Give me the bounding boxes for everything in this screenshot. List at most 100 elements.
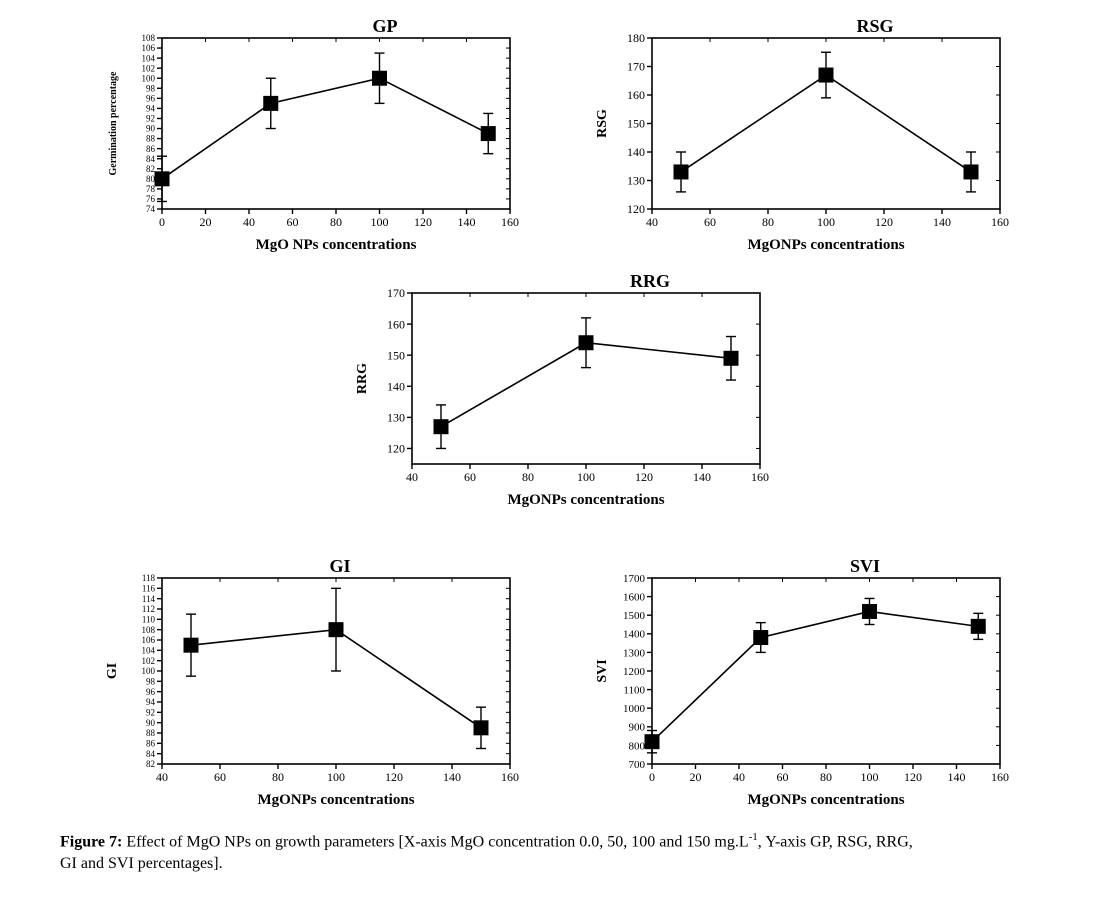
svg-text:20: 20: [690, 770, 702, 784]
svg-text:140: 140: [458, 215, 476, 229]
chart-rrg: 406080100120140160120130140150160170MgON…: [350, 265, 770, 510]
svg-text:40: 40: [156, 770, 168, 784]
svg-text:140: 140: [933, 215, 951, 229]
svg-text:80: 80: [146, 174, 156, 184]
svg-text:140: 140: [948, 770, 966, 784]
svg-text:140: 140: [387, 379, 405, 393]
svg-text:80: 80: [330, 215, 342, 229]
svg-text:90: 90: [146, 718, 156, 728]
svg-text:40: 40: [733, 770, 745, 784]
svg-text:Germination percentage: Germination percentage: [108, 71, 119, 176]
svg-text:104: 104: [142, 53, 156, 63]
svg-text:94: 94: [146, 697, 156, 707]
svg-text:140: 140: [627, 145, 645, 159]
svg-text:88: 88: [146, 134, 156, 144]
svg-text:GI: GI: [329, 556, 350, 576]
svg-text:78: 78: [146, 184, 156, 194]
svg-text:100: 100: [817, 215, 835, 229]
svg-text:100: 100: [371, 215, 389, 229]
svg-text:60: 60: [464, 470, 476, 484]
svg-text:1700: 1700: [623, 573, 646, 585]
svg-text:98: 98: [146, 83, 156, 93]
svg-text:90: 90: [146, 124, 156, 134]
svg-text:150: 150: [387, 348, 405, 362]
svg-text:160: 160: [991, 770, 1009, 784]
figure-caption: Figure 7: Effect of MgO NPs on growth pa…: [60, 830, 920, 875]
svg-text:160: 160: [991, 215, 1009, 229]
svg-text:GP: GP: [373, 16, 398, 36]
svg-text:160: 160: [751, 470, 769, 484]
svg-text:120: 120: [627, 202, 645, 216]
svg-text:RRG: RRG: [355, 363, 370, 394]
svg-text:86: 86: [146, 144, 156, 154]
svg-text:120: 120: [387, 442, 405, 456]
svg-text:40: 40: [646, 215, 658, 229]
svg-text:MgONPs concentrations: MgONPs concentrations: [257, 792, 414, 808]
svg-text:96: 96: [146, 687, 156, 697]
svg-text:RSG: RSG: [595, 109, 610, 138]
svg-text:100: 100: [327, 770, 345, 784]
svg-text:120: 120: [875, 215, 893, 229]
svg-text:80: 80: [820, 770, 832, 784]
svg-text:0: 0: [649, 770, 655, 784]
svg-text:80: 80: [522, 470, 534, 484]
svg-text:180: 180: [627, 31, 645, 45]
svg-text:120: 120: [414, 215, 432, 229]
svg-text:60: 60: [287, 215, 299, 229]
svg-text:RRG: RRG: [630, 271, 670, 291]
svg-text:110: 110: [142, 614, 156, 624]
svg-text:80: 80: [762, 215, 774, 229]
svg-text:170: 170: [627, 60, 645, 74]
svg-text:60: 60: [704, 215, 716, 229]
svg-text:1400: 1400: [623, 629, 646, 641]
svg-text:84: 84: [146, 154, 156, 164]
chart-svi: 0204060801001201401607008009001000110012…: [590, 550, 1010, 810]
svg-text:SVI: SVI: [850, 556, 880, 576]
svg-text:96: 96: [146, 94, 156, 104]
svg-text:80: 80: [272, 770, 284, 784]
svg-text:40: 40: [406, 470, 418, 484]
svg-text:1300: 1300: [623, 647, 646, 659]
svg-text:118: 118: [142, 573, 156, 583]
svg-text:140: 140: [443, 770, 461, 784]
svg-text:160: 160: [627, 88, 645, 102]
svg-text:74: 74: [146, 204, 156, 214]
svg-text:112: 112: [142, 604, 155, 614]
svg-text:1100: 1100: [623, 684, 645, 696]
svg-text:98: 98: [146, 676, 156, 686]
svg-text:1000: 1000: [623, 703, 646, 715]
svg-text:116: 116: [142, 583, 156, 593]
svg-text:160: 160: [387, 317, 405, 331]
svg-text:1500: 1500: [623, 610, 646, 622]
svg-text:1600: 1600: [623, 591, 646, 603]
svg-text:102: 102: [142, 656, 156, 666]
svg-text:108: 108: [142, 33, 156, 43]
svg-text:88: 88: [146, 728, 156, 738]
svg-text:1200: 1200: [623, 666, 646, 678]
svg-text:140: 140: [693, 470, 711, 484]
svg-text:106: 106: [142, 43, 156, 53]
svg-text:20: 20: [200, 215, 212, 229]
svg-text:92: 92: [146, 707, 155, 717]
svg-text:86: 86: [146, 738, 156, 748]
svg-text:82: 82: [146, 759, 155, 769]
svg-text:120: 120: [635, 470, 653, 484]
svg-text:106: 106: [142, 635, 156, 645]
chart-gi: 4060801001201401608284868890929496981001…: [100, 550, 520, 810]
svg-text:60: 60: [777, 770, 789, 784]
svg-text:800: 800: [629, 740, 646, 752]
svg-text:700: 700: [629, 759, 646, 771]
svg-text:130: 130: [387, 411, 405, 425]
caption-label: Figure 7:: [60, 833, 122, 850]
svg-text:150: 150: [627, 117, 645, 131]
svg-text:76: 76: [146, 194, 156, 204]
svg-text:170: 170: [387, 286, 405, 300]
chart-gp: 0204060801001201401607476788082848688909…: [100, 10, 520, 255]
caption-text-a: Effect of MgO NPs on growth parameters […: [122, 833, 748, 850]
svg-text:160: 160: [501, 215, 519, 229]
svg-text:82: 82: [146, 164, 155, 174]
svg-text:MgONPs concentrations: MgONPs concentrations: [747, 792, 904, 808]
svg-text:94: 94: [146, 104, 156, 114]
svg-text:120: 120: [904, 770, 922, 784]
svg-text:MgO NPs concentrations: MgO NPs concentrations: [256, 237, 417, 253]
